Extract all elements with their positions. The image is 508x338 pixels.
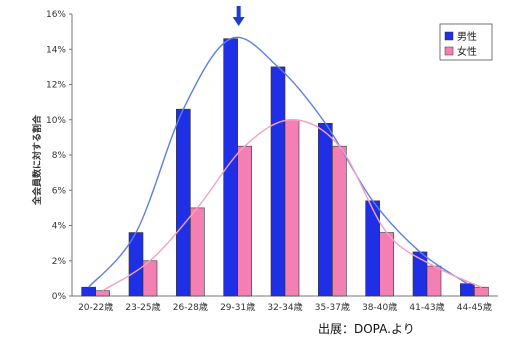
arrow-head (232, 17, 245, 26)
bar-male (460, 283, 475, 297)
bar-male (270, 66, 286, 297)
bar-female (142, 260, 158, 297)
bar-male (176, 108, 191, 297)
bar-male (365, 200, 380, 297)
x-tick-label: 32-34歳 (267, 301, 302, 313)
legend-label: 男性 (457, 30, 477, 43)
y-tick-label: 4% (52, 222, 67, 232)
y-tick-label: 8% (52, 151, 67, 161)
arrow-down-icon (232, 6, 245, 26)
y-axis: 0% 2% 4% 6% 8% 10% 12% 14% 16% (46, 10, 72, 302)
legend-swatch (444, 46, 454, 56)
trendlines (88, 36, 482, 292)
trendline-male (88, 36, 468, 288)
x-tick-label: 41-43歳 (409, 301, 444, 313)
bar-male (223, 38, 238, 297)
bar-female (190, 207, 205, 297)
bar-female (95, 290, 110, 297)
y-tick-label: 2% (52, 257, 67, 267)
legend-swatch (444, 31, 454, 41)
y-tick-label: 6% (52, 186, 67, 196)
y-tick-label: 16% (46, 10, 66, 20)
bar-female (332, 145, 347, 297)
x-tick-label: 26-28歳 (173, 301, 208, 313)
arrow-shaft (236, 6, 241, 18)
y-tick-label: 10% (46, 116, 66, 126)
x-tick-label: 35-37歳 (315, 301, 350, 313)
x-axis: 20-22歳 23-25歳 26-28歳 29-31歳 32-34歳 35-37歳 38-4… (78, 301, 492, 313)
bar-female (284, 119, 300, 297)
y-tick-label: 0% (52, 292, 67, 302)
x-tick-label: 23-25歳 (125, 301, 160, 313)
y-axis-label: 全会員数に対する割合 (31, 114, 43, 206)
y-tick-label: 12% (46, 81, 66, 91)
x-tick-label: 44-45歳 (457, 301, 492, 313)
trendline-female (102, 119, 482, 292)
bar-male (318, 122, 333, 297)
x-tick-label: 38-40歳 (362, 301, 397, 313)
y-tick-label: 14% (46, 45, 66, 55)
x-tick-label: 20-22歳 (78, 301, 113, 313)
x-tick-label: 29-31歳 (220, 301, 255, 313)
bar-male (81, 286, 96, 297)
bar-female (237, 145, 252, 297)
bar-female (474, 286, 489, 297)
legend-label: 女性 (457, 45, 477, 58)
bar-female (426, 265, 442, 297)
source-note: 出展：DOPA.より (318, 322, 415, 336)
bar-female (379, 232, 394, 297)
